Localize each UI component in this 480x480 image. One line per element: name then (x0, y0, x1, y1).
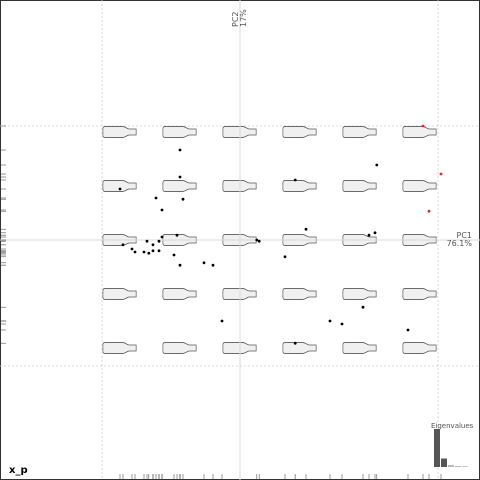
pc1-axis-title: PC1 (457, 231, 473, 240)
data-point (160, 235, 164, 239)
data-point (340, 322, 344, 326)
data-point (202, 261, 206, 265)
morphospace-outline (102, 126, 137, 138)
eigenvalue-bar (441, 458, 447, 467)
data-point (293, 178, 297, 182)
morphospace-outline (162, 126, 197, 138)
data-point (151, 243, 155, 247)
morphospace-outline (282, 126, 317, 138)
data-point (178, 175, 182, 179)
data-point (157, 249, 161, 253)
morphospace-outline (162, 180, 197, 192)
data-point (130, 247, 134, 251)
data-point (220, 319, 224, 323)
data-point (121, 243, 125, 247)
pc1-axis-variance: 76.1% (447, 239, 473, 248)
data-point (172, 253, 176, 257)
data-point (178, 148, 182, 152)
data-point (118, 187, 122, 191)
data-point (133, 250, 137, 254)
data-point (142, 250, 146, 254)
data-point (406, 328, 410, 332)
pc2-axis-variance: 17% (239, 9, 248, 27)
morphospace-outline (162, 288, 197, 300)
data-point (175, 233, 179, 237)
morphospace-outline (402, 342, 437, 354)
data-point (439, 172, 443, 176)
data-point (178, 263, 182, 267)
morphospace-outline (342, 126, 377, 138)
data-point (283, 255, 287, 259)
data-point (304, 227, 308, 231)
eigenvalue-bar (434, 429, 440, 467)
morphospace-outline (402, 126, 437, 138)
morphospace-outline (342, 342, 377, 354)
eigenvalue-bar (448, 465, 454, 467)
morphospace-outline (342, 288, 377, 300)
eigenvalues-title: Eigenvalues (431, 422, 474, 430)
data-point (257, 239, 261, 243)
data-point (160, 208, 164, 212)
data-point (145, 239, 149, 243)
morphospace-outline (402, 288, 437, 300)
points-layer (118, 124, 443, 345)
corner-label: x_p (9, 465, 28, 476)
eigenvalues-inset: Eigenvalues (431, 422, 474, 467)
morphospace-outline (282, 180, 317, 192)
morphospace-outline (102, 288, 137, 300)
data-point (147, 251, 151, 255)
eigenvalue-bar (455, 466, 461, 467)
data-point (151, 249, 155, 253)
data-point (367, 233, 371, 237)
data-point (427, 209, 431, 213)
data-point (211, 263, 215, 267)
data-point (181, 197, 185, 201)
eigenvalue-bar (462, 466, 468, 467)
morphospace-outline (102, 342, 137, 354)
data-point (373, 231, 377, 235)
pc2-axis-title: PC2 (231, 12, 240, 28)
data-point (293, 341, 297, 345)
morphospace-outline (102, 180, 137, 192)
data-point (255, 238, 259, 242)
rug-layer (1, 125, 442, 479)
data-point (157, 239, 161, 243)
data-point (154, 196, 158, 200)
data-point (361, 305, 365, 309)
data-point (421, 124, 425, 128)
data-point (328, 319, 332, 323)
morphospace-outline (282, 342, 317, 354)
morphospace-outline (282, 288, 317, 300)
morphospace-outline (402, 180, 437, 192)
morphospace-outline (162, 342, 197, 354)
morphospace-outline (342, 180, 377, 192)
data-point (375, 163, 379, 167)
